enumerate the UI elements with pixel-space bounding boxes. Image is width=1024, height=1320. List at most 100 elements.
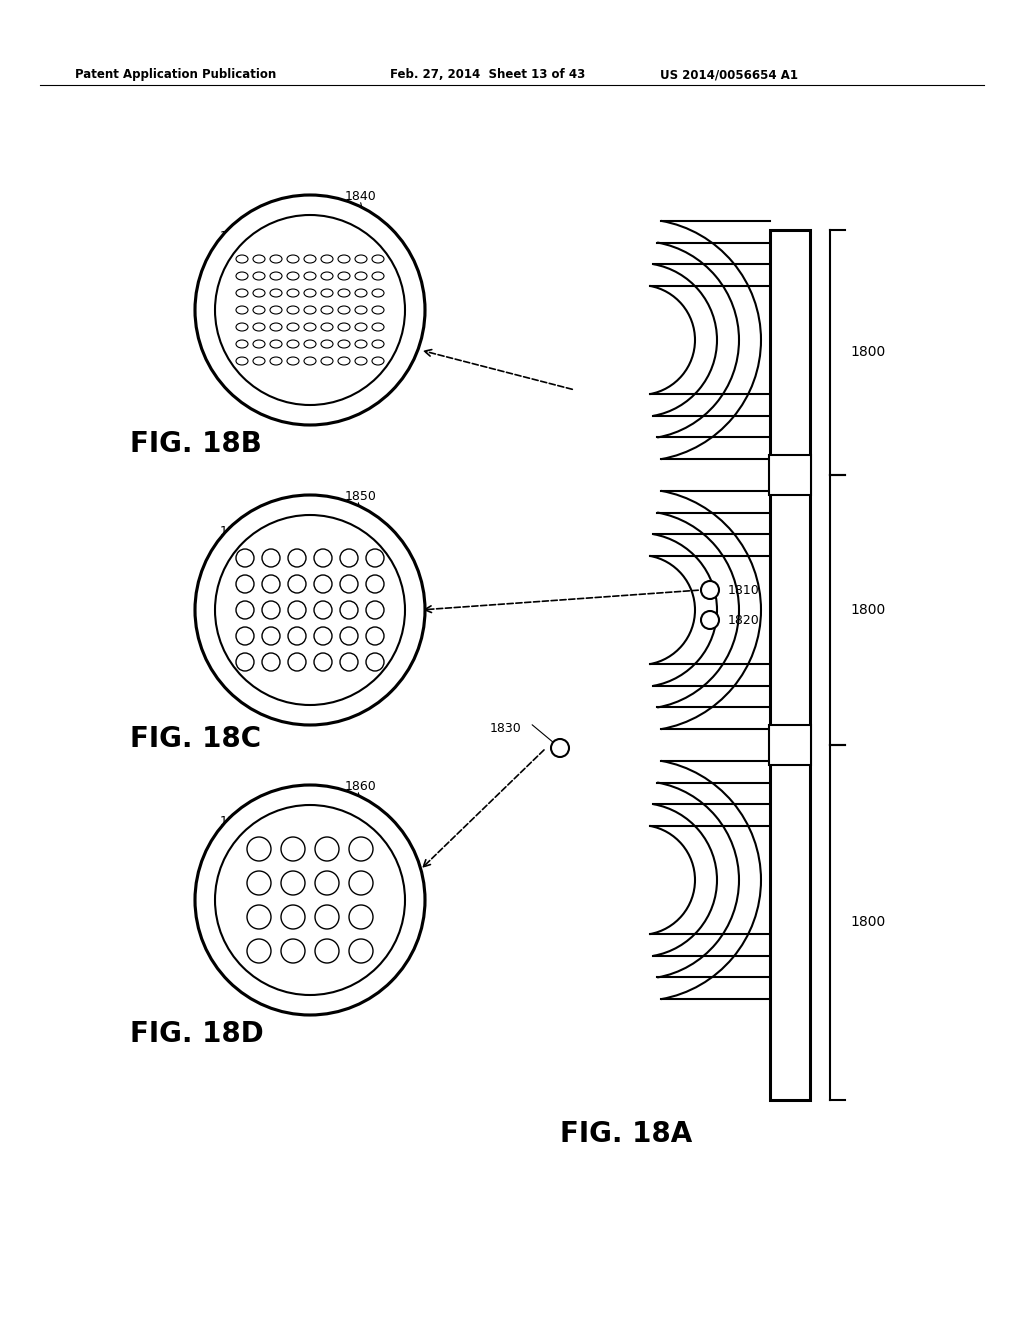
Circle shape [236,601,254,619]
Ellipse shape [287,306,299,314]
Text: FIG. 18C: FIG. 18C [130,725,261,752]
Bar [769,455,811,495]
Ellipse shape [236,356,248,366]
Circle shape [281,906,305,929]
Circle shape [236,653,254,671]
Text: 1840: 1840 [345,190,377,203]
Circle shape [314,549,332,568]
Ellipse shape [372,341,384,348]
Text: Patent Application Publication: Patent Application Publication [75,69,276,81]
Ellipse shape [270,289,282,297]
Circle shape [288,601,306,619]
Circle shape [262,653,280,671]
Ellipse shape [236,341,248,348]
Text: 1845: 1845 [220,230,252,243]
Circle shape [315,871,339,895]
Circle shape [551,739,569,756]
Ellipse shape [338,341,350,348]
Ellipse shape [287,255,299,263]
Text: US 2014/0056654 A1: US 2014/0056654 A1 [660,69,798,81]
Circle shape [247,871,271,895]
Circle shape [247,837,271,861]
Ellipse shape [372,306,384,314]
Ellipse shape [236,272,248,280]
Circle shape [288,576,306,593]
Circle shape [314,576,332,593]
Circle shape [366,653,384,671]
Text: FIG. 18D: FIG. 18D [130,1020,264,1048]
Ellipse shape [338,289,350,297]
Ellipse shape [253,306,265,314]
Ellipse shape [287,272,299,280]
Text: 1830: 1830 [490,722,522,734]
Ellipse shape [304,289,316,297]
Ellipse shape [236,306,248,314]
Ellipse shape [355,272,367,280]
Ellipse shape [253,356,265,366]
Circle shape [340,653,358,671]
Ellipse shape [338,272,350,280]
Circle shape [349,939,373,964]
Circle shape [315,939,339,964]
Text: 1865: 1865 [220,814,252,828]
Ellipse shape [338,306,350,314]
Circle shape [315,837,339,861]
Circle shape [340,627,358,645]
Circle shape [195,195,425,425]
Ellipse shape [321,356,333,366]
Text: 1800: 1800 [850,346,886,359]
Ellipse shape [270,341,282,348]
Circle shape [340,601,358,619]
Ellipse shape [338,356,350,366]
Circle shape [195,495,425,725]
Circle shape [340,576,358,593]
Text: 1855: 1855 [220,525,252,539]
Circle shape [262,601,280,619]
Circle shape [366,601,384,619]
Text: FIG. 18B: FIG. 18B [130,430,262,458]
Circle shape [281,837,305,861]
Ellipse shape [355,255,367,263]
Ellipse shape [338,255,350,263]
Ellipse shape [287,341,299,348]
Circle shape [236,549,254,568]
Ellipse shape [304,356,316,366]
Circle shape [340,549,358,568]
Circle shape [247,906,271,929]
Circle shape [281,939,305,964]
Ellipse shape [372,356,384,366]
Circle shape [701,581,719,599]
Circle shape [701,611,719,630]
Circle shape [215,215,406,405]
Bar [770,230,810,1100]
Ellipse shape [372,272,384,280]
Bar [769,725,811,766]
Ellipse shape [355,289,367,297]
Circle shape [314,653,332,671]
Ellipse shape [270,323,282,331]
Circle shape [349,871,373,895]
Ellipse shape [321,306,333,314]
Circle shape [366,576,384,593]
Text: 1800: 1800 [850,916,886,929]
Ellipse shape [338,323,350,331]
Text: FIG. 18A: FIG. 18A [560,1119,692,1148]
Text: 1860: 1860 [345,780,377,793]
Ellipse shape [270,356,282,366]
Ellipse shape [321,323,333,331]
Ellipse shape [355,306,367,314]
Ellipse shape [304,323,316,331]
Ellipse shape [236,255,248,263]
Ellipse shape [355,356,367,366]
Ellipse shape [372,289,384,297]
Circle shape [262,576,280,593]
Circle shape [236,576,254,593]
Circle shape [247,939,271,964]
Text: Feb. 27, 2014  Sheet 13 of 43: Feb. 27, 2014 Sheet 13 of 43 [390,69,586,81]
Circle shape [195,785,425,1015]
Ellipse shape [253,341,265,348]
Ellipse shape [253,289,265,297]
Ellipse shape [355,341,367,348]
Circle shape [314,601,332,619]
Ellipse shape [304,306,316,314]
